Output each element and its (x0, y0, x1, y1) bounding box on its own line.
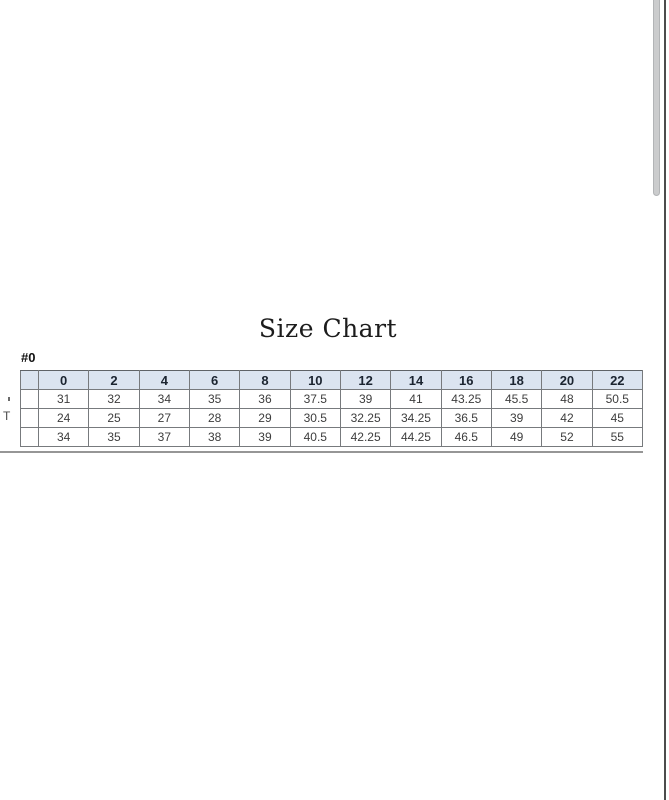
window-edge-line (664, 0, 666, 800)
page-title: Size Chart (258, 314, 398, 343)
measurement-cell: 28 (188, 408, 241, 428)
header-row: 0 2 4 6 8 10 12 14 16 18 20 22 (20, 370, 644, 390)
measurement-cell: 35 (188, 389, 241, 409)
size-header: 0 (37, 370, 90, 390)
measurement-cell: 49 (490, 427, 543, 447)
row-label-cell (20, 427, 39, 447)
measurement-cell: 38 (188, 427, 241, 447)
header-corner-cell (20, 370, 39, 390)
measurement-cell: 39 (239, 427, 291, 447)
measurement-cell: 55 (591, 427, 644, 447)
measurement-cell: 34 (37, 427, 90, 447)
vertical-scrollbar-thumb[interactable] (653, 0, 660, 196)
size-header: 10 (289, 370, 341, 390)
measurement-cell: 40.5 (289, 427, 341, 447)
measurement-cell: 39 (490, 408, 543, 428)
size-header: 6 (188, 370, 241, 390)
size-header: 14 (390, 370, 442, 390)
measurement-cell: 32 (88, 389, 140, 409)
measurement-cell: 36 (239, 389, 291, 409)
measurement-cell: 41 (390, 389, 442, 409)
size-header: 8 (239, 370, 291, 390)
measurement-cell: 48 (541, 389, 593, 409)
measurement-cell: 39 (339, 389, 392, 409)
measurement-cell: 25 (88, 408, 140, 428)
size-header: 20 (541, 370, 593, 390)
measurement-cell: 37.5 (289, 389, 341, 409)
table-bottom-rule (0, 451, 643, 453)
table-row: 24 25 27 28 29 30.5 32.25 34.25 36.5 39 … (20, 408, 644, 428)
row-label-fragment: T (3, 409, 11, 423)
measurement-cell: 37 (138, 427, 190, 447)
measurement-cell: 52 (541, 427, 593, 447)
measurement-cell: 44.25 (390, 427, 442, 447)
size-header: 2 (88, 370, 140, 390)
size-header: 18 (490, 370, 543, 390)
table-row: 34 35 37 38 39 40.5 42.25 44.25 46.5 49 … (20, 427, 644, 447)
measurement-cell: 32.25 (339, 408, 392, 428)
row-label-cell (20, 408, 39, 428)
size-header: 12 (339, 370, 392, 390)
measurement-cell: 42 (541, 408, 593, 428)
measurement-cell: 31 (37, 389, 90, 409)
sheet-label: #0 (21, 350, 36, 365)
measurement-cell: 34 (138, 389, 190, 409)
measurement-cell: 29 (239, 408, 291, 428)
measurement-cell: 45 (591, 408, 644, 428)
size-chart-table-container: 0 2 4 6 8 10 12 14 16 18 20 22 31 (20, 370, 644, 447)
measurement-cell: 46.5 (440, 427, 492, 447)
measurement-cell: 42.25 (339, 427, 392, 447)
measurement-cell: 35 (88, 427, 140, 447)
size-header: 16 (440, 370, 492, 390)
measurement-cell: 50.5 (591, 389, 644, 409)
row-label-cell (20, 389, 39, 409)
measurement-cell: 30.5 (289, 408, 341, 428)
table-row: 31 32 34 35 36 37.5 39 41 43.25 45.5 48 … (20, 389, 644, 409)
measurement-cell: 43.25 (440, 389, 492, 409)
row-label-fragment (8, 397, 10, 401)
measurement-cell: 27 (138, 408, 190, 428)
size-header: 22 (591, 370, 644, 390)
size-chart-table: 0 2 4 6 8 10 12 14 16 18 20 22 31 (20, 370, 644, 447)
size-header: 4 (138, 370, 190, 390)
measurement-cell: 34.25 (390, 408, 442, 428)
measurement-cell: 36.5 (440, 408, 492, 428)
measurement-cell: 24 (37, 408, 90, 428)
measurement-cell: 45.5 (490, 389, 543, 409)
